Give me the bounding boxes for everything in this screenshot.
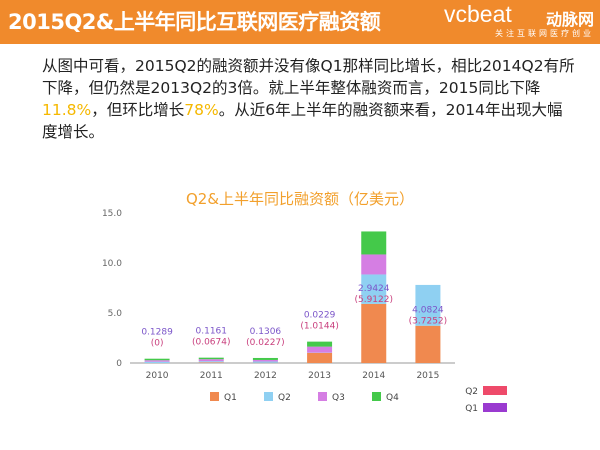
- q1-value-label: (0.0674): [192, 338, 231, 348]
- stacked-bar-chart: Q2&上半年同比融资额（亿美元）05.010.015.020100.1289(0…: [102, 190, 507, 414]
- q1-value-label: (0.0227): [246, 338, 285, 348]
- chart-container: Q2&上半年同比融资额（亿美元） 0 5.0 10.0 15.0 2010 0.1289 (0…: [0, 180, 600, 440]
- page-title: 2015Q2&上半年同比互联网医疗融资额: [8, 10, 381, 34]
- bar-q2-2015: [415, 284, 441, 326]
- header-bar: 2015Q2&上半年同比互联网医疗融资额 vcbeat 动脉网 关注互联网医疗创…: [0, 0, 600, 44]
- summary-paragraph: 从图中可看，2015Q2的融资额并没有像Q1那样同比增长，相比2014Q2有所下…: [42, 55, 578, 143]
- x-tick-label: 2014: [362, 371, 385, 381]
- q2-value-label: 4.0824: [412, 306, 444, 316]
- side-legend-label-q1: Q1: [465, 404, 478, 414]
- bar-q4-2010: [144, 358, 170, 361]
- chart-title: Q2&上半年同比融资额（亿美元）: [186, 190, 414, 208]
- q1-value-label: (0): [151, 339, 164, 349]
- y-tick-label: 0: [116, 359, 122, 369]
- q2-value-label: 0.1161: [196, 327, 228, 337]
- legend-label-q3: Q3: [332, 393, 345, 403]
- bar-q4-2013: [307, 341, 333, 347]
- q2-value-label: 0.0229: [304, 311, 336, 321]
- bar-q2-2010: [144, 361, 170, 363]
- y-tick-label: 15.0: [102, 209, 122, 219]
- y-tick-label: 10.0: [102, 259, 122, 269]
- bar-q3-2012: [252, 359, 278, 362]
- bar-q3-2014: [361, 254, 387, 275]
- x-tick-label: 2012: [254, 371, 277, 381]
- legend-label-q4: Q4: [386, 393, 399, 403]
- highlight-growth: 78%: [184, 101, 219, 119]
- bar-q4-2014: [361, 231, 387, 255]
- side-legend-swatch-q2: [483, 386, 507, 395]
- bar-q3-2011: [198, 359, 224, 362]
- bar-q1-2014: [361, 303, 387, 363]
- q1-value-label: (1.0144): [300, 322, 339, 332]
- bar-q2-2012: [252, 361, 278, 363]
- bar-q3-2013: [307, 346, 333, 353]
- side-legend-label-q2: Q2: [465, 387, 478, 397]
- summary-text-1: 从图中可看，2015Q2的融资额并没有像Q1那样同比增长，相比2014Q2有所下…: [42, 57, 575, 97]
- q2-value-label: 2.9424: [358, 284, 390, 294]
- summary-text-3: 。从近6年上半年的融资额来看，2014年出现大幅度增长。: [42, 101, 563, 141]
- bar-q4-2011: [198, 357, 224, 360]
- q1-value-label: (5.9122): [354, 295, 393, 305]
- bar-q2-2011: [198, 361, 224, 363]
- legend-label-q2: Q2: [278, 393, 291, 403]
- x-tick-label: 2015: [416, 371, 439, 381]
- q1-value-label: (3.7252): [409, 317, 448, 327]
- bar-q2-2014: [361, 274, 387, 304]
- bar-q1-2013: [307, 352, 333, 363]
- q2-value-label: 0.1289: [141, 328, 173, 338]
- highlight-decline: 11.8%: [42, 101, 92, 119]
- bar-q4-2012: [252, 357, 278, 360]
- brand-name-cn: 动脉网: [545, 10, 594, 29]
- bar-q1-2011: [198, 362, 224, 363]
- q2-value-label: 0.1306: [250, 327, 282, 337]
- legend-swatch-q4: [372, 392, 381, 401]
- x-tick-label: 2011: [200, 371, 223, 381]
- brand-tagline: 关注互联网医疗创业: [495, 29, 594, 38]
- legend-swatch-q1: [210, 392, 219, 401]
- bar-q1-2015: [415, 325, 441, 363]
- legend-label-q1: Q1: [224, 393, 237, 403]
- legend-swatch-q3: [318, 392, 327, 401]
- bar-q3-2010: [144, 360, 170, 362]
- brand-logo-text: vcbeat: [444, 1, 512, 27]
- legend-swatch-q2: [264, 392, 273, 401]
- x-tick-label: 2013: [308, 371, 331, 381]
- side-legend-swatch-q1: [483, 403, 507, 412]
- y-tick-label: 5.0: [108, 309, 123, 319]
- summary-text-2: ，但环比增长: [91, 101, 185, 119]
- x-tick-label: 2010: [146, 371, 169, 381]
- brand-logo: vcbeat 动脉网 关注互联网医疗创业: [442, 1, 594, 41]
